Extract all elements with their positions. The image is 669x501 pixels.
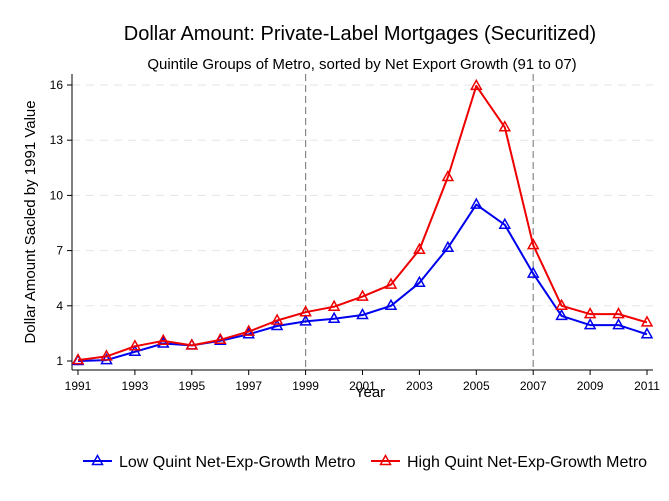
data-point-0-2010 [612, 318, 625, 330]
data-point-0-1998 [270, 318, 284, 331]
axes [71, 74, 653, 371]
data-point-1-2003 [413, 242, 426, 254]
x-tick-label-1991: 1991 [65, 379, 92, 393]
data-point-0-2004 [441, 240, 455, 253]
data-point-1-1991 [71, 353, 85, 365]
data-point-0-2000 [327, 311, 341, 323]
data-point-1-2006 [498, 120, 512, 132]
x-tick-label-2003: 2003 [406, 379, 433, 393]
grid [72, 84, 653, 307]
data-point-0-2007 [526, 266, 540, 278]
data-point-1-2002 [384, 277, 398, 289]
data-point-0-2003 [413, 275, 426, 288]
y-tick-label-1: 1 [56, 354, 63, 368]
y-axis-title: Dollar Amount Sacled by 1991 Value [22, 100, 39, 343]
y-tick-label-7: 7 [56, 244, 63, 258]
y-tick-label-4: 4 [56, 299, 63, 313]
data-point-1-2007 [526, 238, 540, 250]
data-point-1-2009 [583, 307, 597, 319]
data-point-1-1997 [242, 324, 255, 336]
legend-label-low: Low Quint Net-Exp-Growth Metro [119, 454, 356, 471]
y-tick-label-13: 13 [50, 133, 64, 147]
data-point-1-1993 [128, 339, 142, 351]
data-point-1-2000 [327, 299, 341, 311]
data-point-0-2008 [555, 308, 568, 321]
chart-subtitle: Quintile Groups of Metro, sorted by Net … [147, 56, 576, 73]
data-point-1-1995 [185, 338, 199, 350]
x-tick-label-1993: 1993 [122, 379, 149, 393]
data-point-0-2009 [583, 318, 597, 330]
data-point-0-1992 [100, 353, 113, 365]
data-point-0-1999 [299, 314, 312, 326]
data-point-1-1998 [270, 313, 284, 325]
data-point-0-1994 [157, 336, 170, 348]
data-point-0-1993 [128, 344, 142, 357]
data-point-0-2011 [640, 327, 654, 339]
data-point-0-2002 [384, 298, 398, 311]
legend-marker-high [379, 453, 392, 466]
legend-label-high: High Quint Net-Exp-Growth Metro [407, 454, 647, 471]
x-tick-label-2007: 2007 [520, 379, 547, 393]
data-point-1-1994 [157, 333, 170, 346]
x-tick-label-2005: 2005 [463, 379, 490, 393]
data-point-1-1996 [214, 332, 227, 345]
chart-title: Dollar Amount: Private-Label Mortgages (… [124, 23, 596, 45]
data-point-1-2010 [612, 307, 625, 319]
series-line-1 [77, 84, 648, 362]
series [71, 78, 654, 366]
x-tick-label-2009: 2009 [577, 379, 604, 393]
x-tick-label-1995: 1995 [178, 379, 205, 393]
legend: Low Quint Net-Exp-Growth Metro High Quin… [83, 453, 647, 471]
x-tick-label-1997: 1997 [235, 379, 262, 393]
x-ticks: 1991 1993 1995 1997 1999 2001 2003 2005 2007 2009… [65, 370, 660, 393]
data-point-0-2005 [470, 197, 483, 209]
data-point-1-2001 [356, 289, 369, 301]
y-tick-label-10: 10 [50, 188, 64, 202]
data-point-1-2005 [470, 78, 483, 91]
series-0 [71, 197, 654, 366]
data-point-1-2011 [640, 315, 654, 327]
data-point-0-2001 [356, 307, 369, 320]
x-tick-label-1999: 1999 [292, 379, 319, 393]
data-point-1-2008 [555, 298, 568, 311]
y-ticks: 1 4 7 10 13 16 [50, 78, 72, 368]
y-tick-label-16: 16 [50, 78, 64, 92]
legend-marker-low [91, 453, 104, 466]
x-tick-label-2001: 2001 [349, 379, 376, 393]
x-axis-title: Year [355, 384, 385, 401]
series-line-0 [77, 203, 648, 362]
data-point-0-2006 [498, 217, 512, 230]
data-point-1-1999 [299, 305, 312, 317]
data-point-1-1992 [100, 349, 113, 361]
series-1 [71, 78, 654, 365]
data-point-1-2004 [441, 169, 455, 182]
x-tick-label-2011: 2011 [634, 379, 660, 393]
